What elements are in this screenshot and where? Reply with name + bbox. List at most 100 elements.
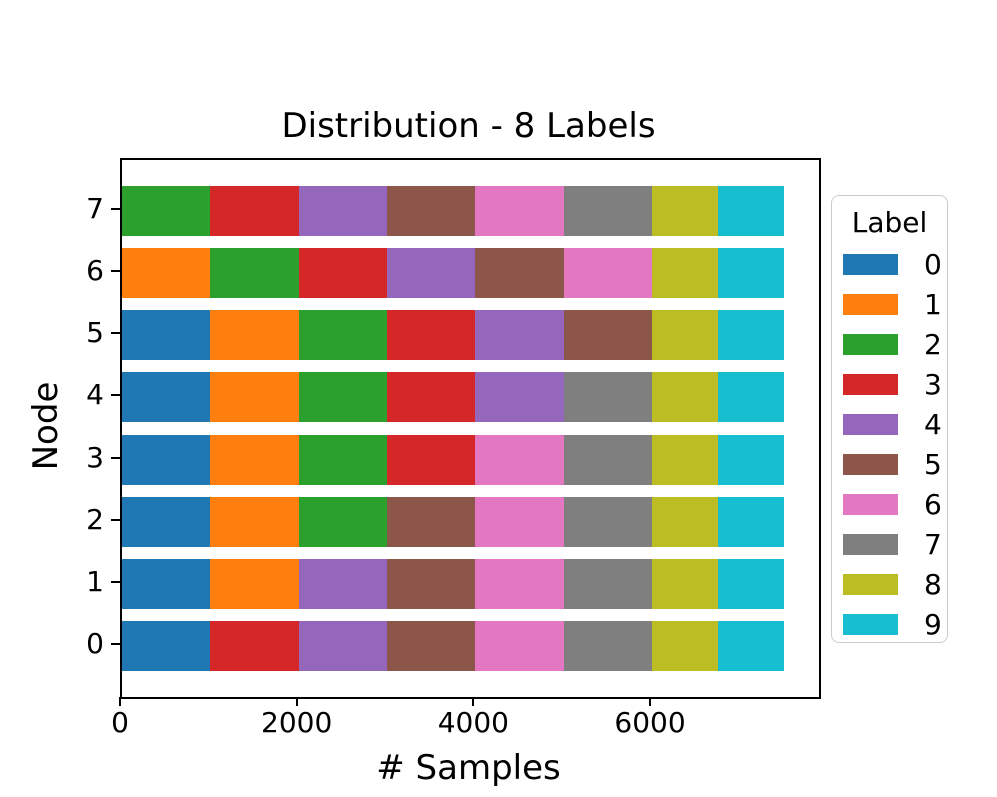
- bar-segment-label-1: [210, 310, 299, 361]
- bar-row-node-4: [122, 372, 819, 423]
- legend-entry-0: 0: [832, 244, 947, 284]
- chart-title: Distribution - 8 Labels: [281, 106, 656, 146]
- bar-segment-label-5: [386, 496, 476, 547]
- bar-segment-label-7: [563, 496, 652, 547]
- legend-color-patch: [843, 613, 898, 635]
- legend-entry-label: 0: [924, 247, 942, 281]
- bar-segment-label-2: [122, 186, 211, 236]
- legend-entry-label: 4: [924, 407, 942, 441]
- bar-segment-label-3: [386, 310, 476, 361]
- legend-entry-label: 3: [924, 367, 942, 401]
- legend-entry-5: 5: [832, 444, 947, 484]
- legend-entry-label: 6: [924, 487, 942, 521]
- bar-segment-label-1: [210, 558, 299, 609]
- y-tick-label: 0: [86, 626, 104, 660]
- bar-segment-label-6: [475, 434, 564, 485]
- legend-color-patch: [843, 533, 898, 555]
- x-tick-mark: [649, 697, 652, 706]
- bar-segment-label-8: [651, 372, 719, 423]
- bar-segment-label-1: [210, 496, 299, 547]
- bar-segment-label-9: [718, 558, 785, 609]
- legend-entry-2: 2: [832, 324, 947, 364]
- bar-segment-label-6: [475, 620, 564, 671]
- bar-segment-label-0: [122, 558, 211, 609]
- bar-segment-label-1: [210, 372, 299, 423]
- bar-segment-label-8: [651, 248, 719, 299]
- legend-entry-8: 8: [832, 564, 947, 604]
- legend-color-patch: [843, 453, 898, 475]
- x-axis-label: # Samples: [376, 748, 561, 788]
- bar-segment-label-8: [651, 558, 719, 609]
- bar-row-node-0: [122, 620, 819, 671]
- bar-segment-label-4: [298, 620, 387, 671]
- bar-segment-label-2: [298, 310, 387, 361]
- legend-entry-label: 2: [924, 327, 942, 361]
- bar-segment-label-0: [122, 434, 211, 485]
- bar-segment-label-2: [210, 248, 299, 299]
- legend-color-patch: [843, 333, 898, 355]
- bar-segment-label-8: [651, 434, 719, 485]
- y-axis-label: Node: [26, 381, 66, 471]
- x-tick-label: 4000: [437, 706, 509, 739]
- bar-segment-label-2: [298, 434, 387, 485]
- y-tick-mark: [111, 394, 120, 397]
- bar-row-node-2: [122, 496, 819, 547]
- x-tick-mark: [119, 697, 121, 706]
- legend-entry-9: 9: [832, 604, 947, 644]
- y-tick-mark: [111, 642, 120, 645]
- x-tick-label: 2000: [261, 706, 333, 739]
- bar-segment-label-9: [718, 248, 785, 299]
- x-tick-mark: [295, 697, 298, 706]
- bar-row-node-5: [122, 310, 819, 361]
- bar-segment-label-3: [386, 372, 476, 423]
- bar-segment-label-7: [563, 372, 652, 423]
- x-tick-label: 6000: [614, 706, 686, 739]
- bar-segment-label-9: [718, 372, 785, 423]
- bar-segment-label-8: [651, 310, 719, 361]
- y-tick-label: 2: [86, 502, 104, 536]
- bar-segment-label-4: [298, 558, 387, 609]
- bar-segment-label-6: [475, 558, 564, 609]
- legend-entry-3: 3: [832, 364, 947, 404]
- bar-segment-label-9: [718, 310, 785, 361]
- legend-entry-label: 1: [924, 287, 942, 321]
- legend-color-patch: [843, 493, 898, 515]
- bar-segment-label-5: [386, 620, 476, 671]
- bar-segment-label-6: [475, 496, 564, 547]
- legend-entry-label: 7: [924, 527, 942, 561]
- bar-segment-label-5: [563, 310, 652, 361]
- bar-segment-label-5: [386, 186, 476, 236]
- bar-segment-label-9: [718, 186, 785, 236]
- bar-row-node-6: [122, 248, 819, 299]
- bar-segment-label-8: [651, 496, 719, 547]
- bar-segment-label-9: [718, 496, 785, 547]
- y-tick-mark: [111, 208, 120, 210]
- bar-segment-label-6: [563, 248, 652, 299]
- legend-entry-label: 9: [924, 607, 942, 641]
- legend-entry-1: 1: [832, 284, 947, 324]
- x-tick-label: 0: [111, 706, 129, 739]
- bar-segment-label-0: [122, 620, 211, 671]
- bar-segment-label-4: [298, 186, 387, 236]
- bar-segment-label-6: [475, 186, 564, 236]
- y-tick-label: 7: [86, 192, 104, 225]
- y-tick-mark: [111, 518, 120, 521]
- legend-entry-6: 6: [832, 484, 947, 524]
- bar-segment-label-3: [298, 248, 387, 299]
- y-tick-mark: [111, 456, 120, 459]
- y-tick-mark: [111, 270, 120, 273]
- y-tick-label: 3: [86, 440, 104, 474]
- bar-row-node-1: [122, 558, 819, 609]
- bar-segment-label-1: [210, 434, 299, 485]
- legend: Label 0 1 2 3 4 5 6 7 8 9: [831, 195, 948, 643]
- bar-segment-label-8: [651, 620, 719, 671]
- y-tick-label: 1: [86, 564, 104, 598]
- x-tick-mark: [472, 697, 475, 706]
- y-tick-mark: [111, 580, 120, 583]
- legend-color-patch: [843, 413, 898, 435]
- legend-color-patch: [843, 573, 898, 595]
- bar-segment-label-9: [718, 434, 785, 485]
- bar-segment-label-5: [475, 248, 564, 299]
- bar-segment-label-7: [563, 186, 652, 236]
